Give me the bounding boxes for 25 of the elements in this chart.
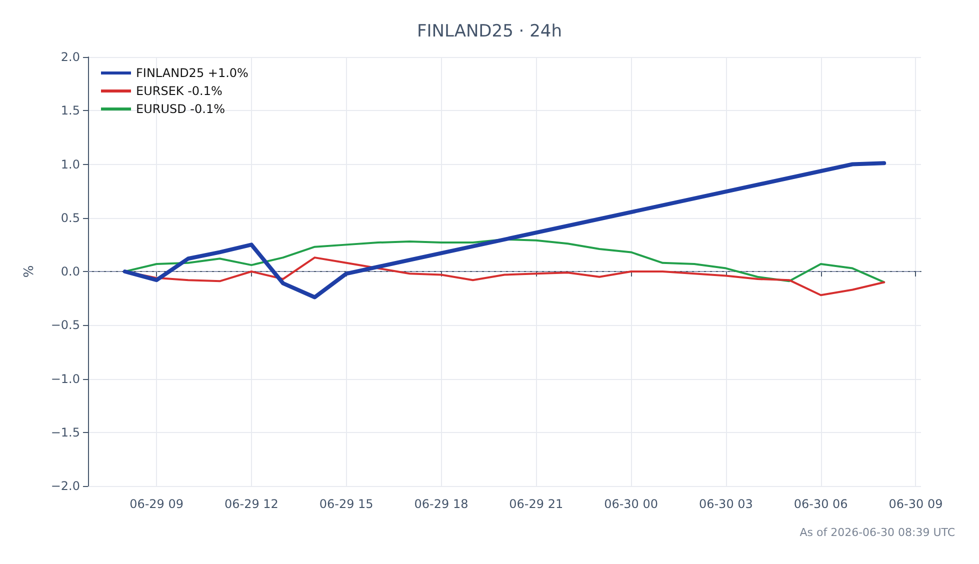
y-tick-label: −2.0: [50, 479, 80, 493]
legend-label: EURSEK -0.1%: [136, 84, 222, 98]
x-tick-label: 06-30 09: [888, 497, 943, 511]
x-tick-label: 06-29 18: [414, 497, 468, 511]
y-tick-label: 1.0: [60, 157, 80, 172]
x-tick-label: 06-29 21: [509, 497, 564, 511]
y-tick-label: 0.0: [60, 264, 80, 278]
legend-label: FINLAND25 +1.0%: [136, 66, 248, 80]
y-tick-label: 1.5: [60, 104, 80, 118]
y-tick-label: −0.5: [50, 318, 80, 332]
text: As of 2026-06-30 08:39 UTC: [800, 526, 956, 539]
x-tick-label: 06-30 00: [604, 497, 658, 511]
y-axis-title: %: [22, 265, 37, 278]
x-tick-label: 06-30 06: [794, 497, 848, 511]
x-tick-label: 06-29 15: [319, 497, 374, 511]
x-tick-label: 06-29 12: [224, 497, 278, 511]
y-tick-label: 0.5: [60, 210, 80, 225]
x-tick-label: 06-30 03: [698, 497, 753, 511]
y-tick-label: −1.0: [50, 372, 80, 386]
y-tick-label: −1.5: [50, 425, 80, 440]
x-tick-label: 06-29 09: [130, 497, 184, 511]
chart-title: FINLAND25 · 24h: [416, 22, 562, 42]
y-tick-label: 2.0: [60, 50, 80, 64]
legend-label: EURUSD -0.1%: [136, 102, 225, 116]
line-series: [122, 161, 886, 300]
